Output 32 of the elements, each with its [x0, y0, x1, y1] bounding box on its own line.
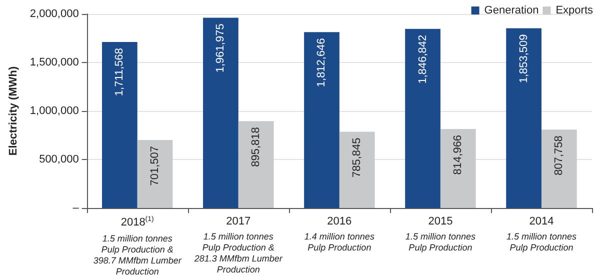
data-label: 701,507	[149, 146, 162, 186]
data-label: 785,845	[351, 138, 364, 178]
legend-label: Exports	[556, 4, 594, 16]
bar	[304, 32, 340, 208]
data-label: 807,758	[553, 136, 566, 176]
y-tick-label: 500,000	[39, 154, 79, 166]
data-label: 1,812,646	[316, 38, 328, 88]
y-tick-label: 2,000,000	[30, 8, 79, 20]
data-label: 1,846,842	[416, 34, 429, 84]
bar	[405, 28, 440, 208]
y-axis-title: Electricity (MWh)	[8, 66, 20, 156]
bar	[203, 18, 238, 208]
bar	[339, 132, 375, 208]
bar	[102, 42, 138, 208]
x-tick-label: 2015 1.5 million tonnes Pulp Production	[405, 216, 476, 252]
x-tick-label: 2016 1.4 million tonnes Pulp Production	[304, 216, 375, 252]
data-label: 895,818	[250, 127, 262, 167]
bar	[506, 28, 542, 208]
data-label: 1,711,568	[114, 48, 126, 96]
bar	[238, 121, 274, 208]
data-label: 1,853,509	[518, 34, 530, 84]
y-tick-label: –	[72, 202, 80, 214]
data-label: 814,966	[452, 134, 464, 175]
x-tick-label: 2014 1.5 million tonnes Pulp Production	[506, 216, 577, 252]
bar	[541, 130, 577, 208]
bar	[137, 140, 173, 208]
y-tick-label: 1,000,000	[30, 105, 79, 117]
data-label: 1,961,975	[214, 24, 227, 73]
y-tick-label: 1,500,000	[30, 56, 79, 68]
legend-label: Generation	[484, 4, 539, 16]
bar	[440, 128, 476, 208]
x-tick-label: 2017 1.5 million tonnes Pulp Production & 281.3 MMfbm Lumber Production	[193, 216, 284, 274]
